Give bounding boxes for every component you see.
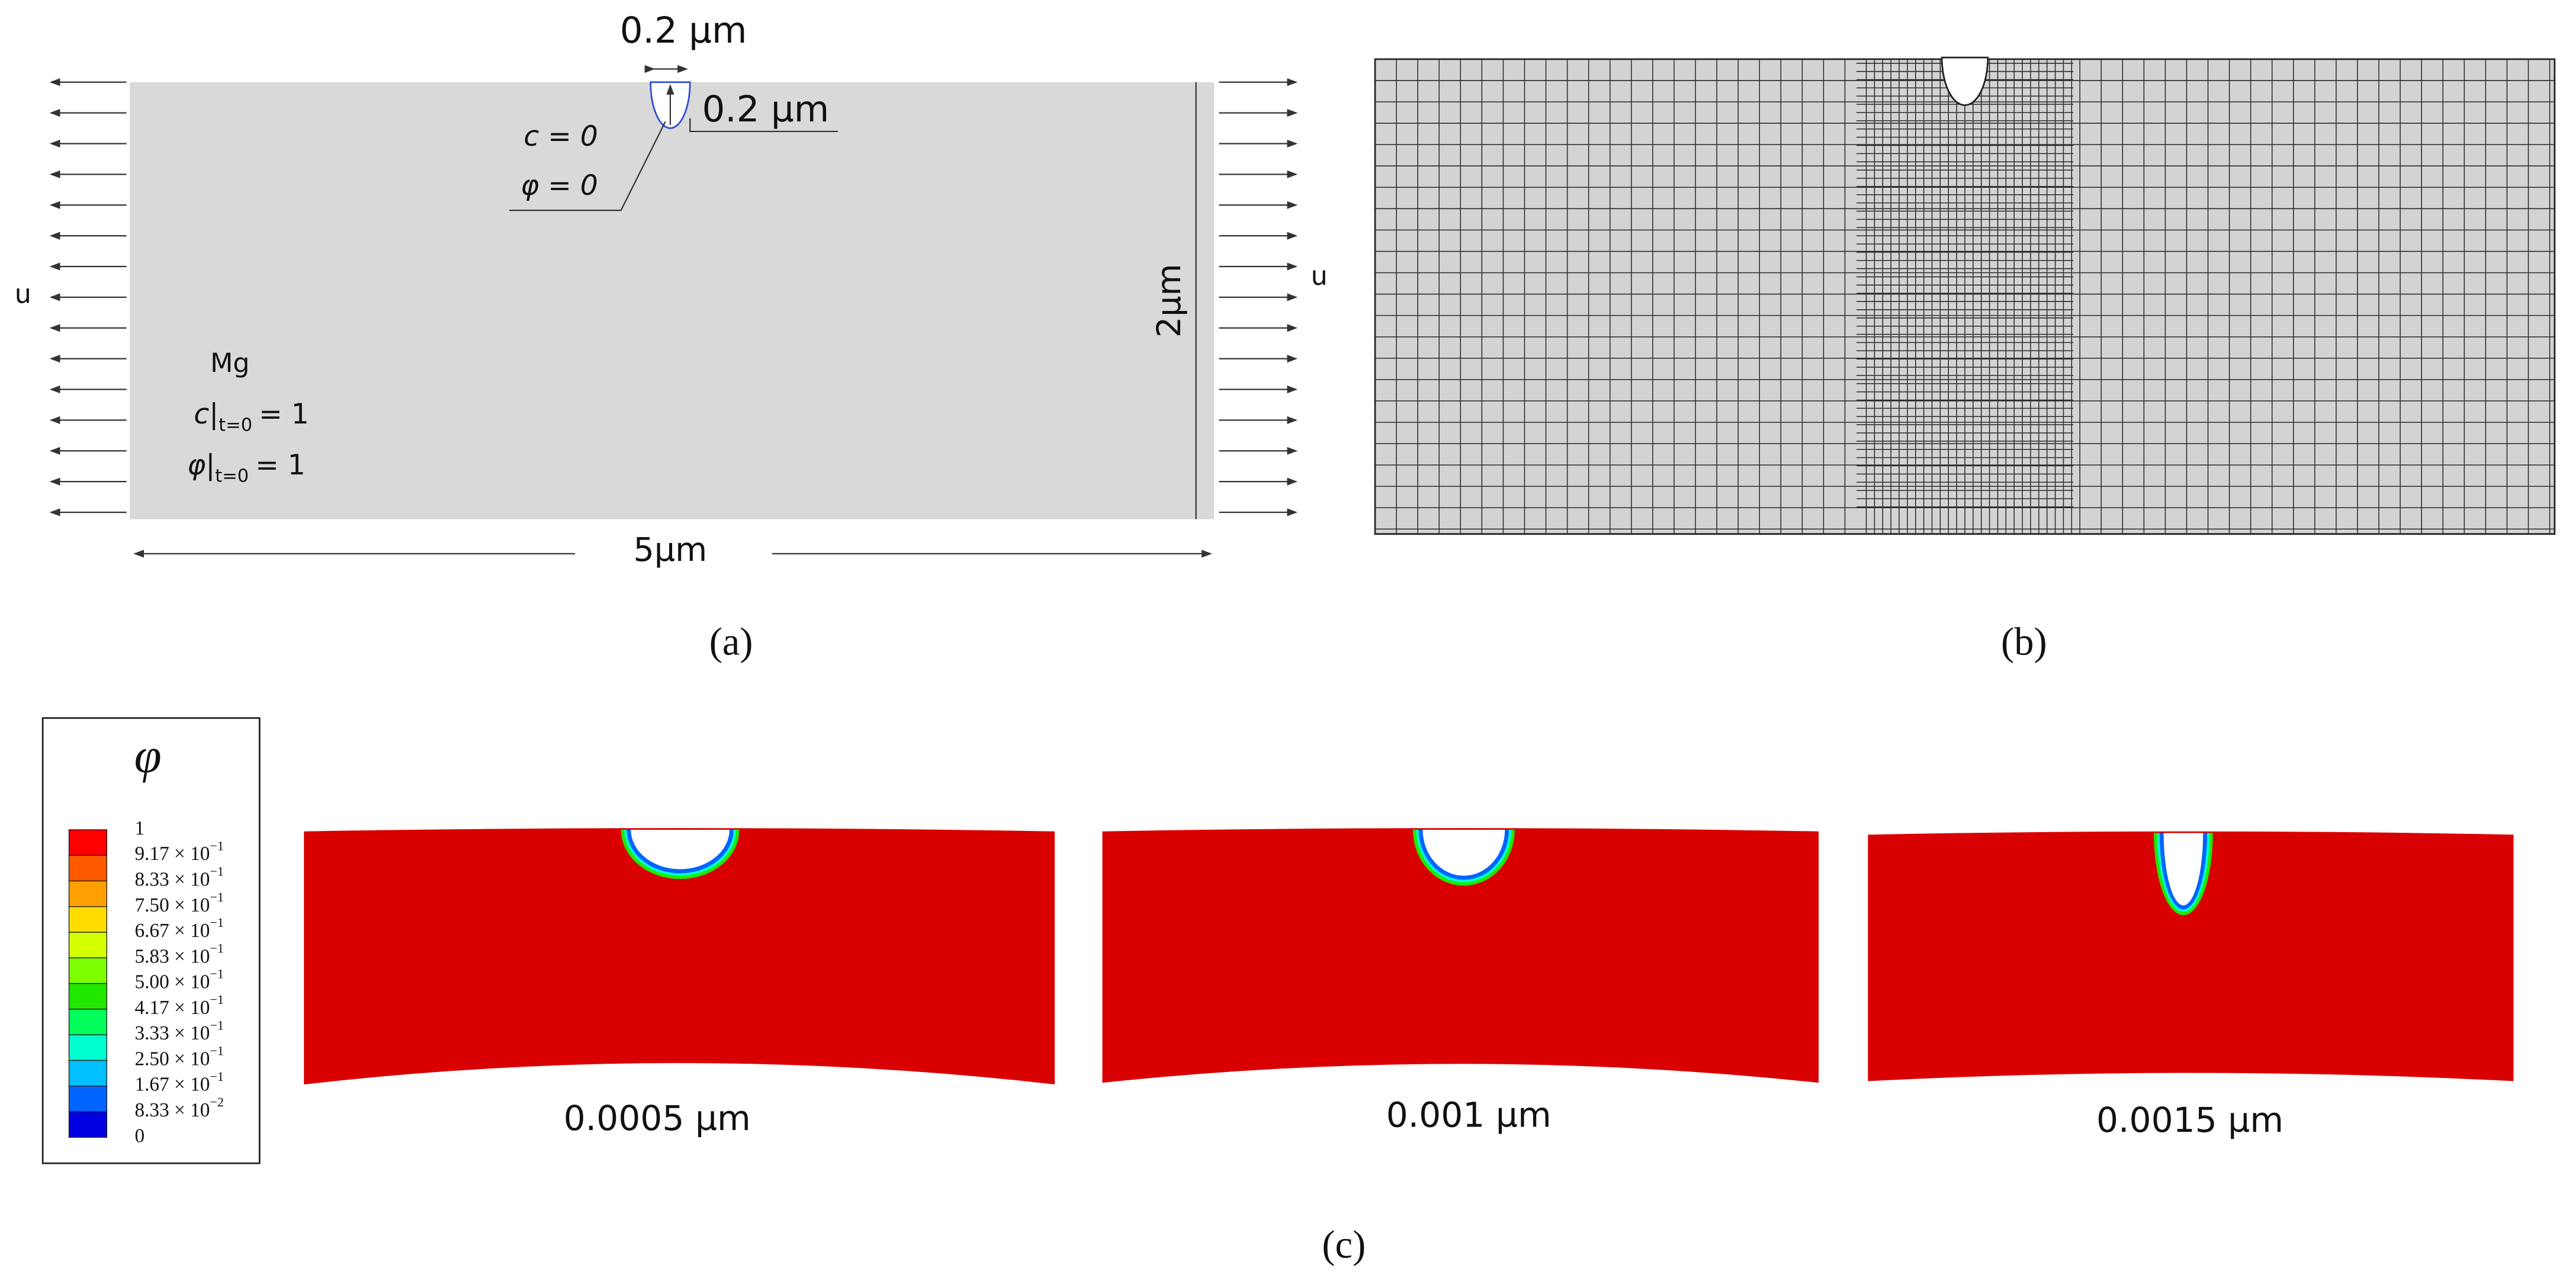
height: 2µm [1151, 264, 1189, 338]
label-base: 1.67 × 10 [134, 1073, 210, 1095]
legend-label: 0 [134, 1125, 144, 1147]
leader [689, 118, 838, 133]
rest: = 1 [259, 398, 309, 431]
load-arrows [49, 78, 1298, 516]
legend-swatch [68, 983, 108, 1010]
body [1102, 828, 1819, 1083]
legend-swatch [68, 1034, 108, 1061]
legend-label: 1 [134, 817, 144, 839]
panel-label: (b) [2001, 621, 2047, 664]
bar: | [209, 398, 219, 431]
legend-swatch [68, 906, 108, 933]
notch-width: 0.2 µm [620, 9, 747, 52]
label-exponent: −1 [210, 941, 224, 956]
legend-label: 9.17 × 10−1 [134, 838, 224, 864]
panel-label: (a) [709, 621, 753, 664]
legend-label: 1.67 × 10−1 [134, 1069, 224, 1095]
label-base: 8.33 × 10 [134, 1099, 210, 1121]
legend: 19.17 × 10−18.33 × 10−17.50 × 10−16.67 ×… [68, 817, 224, 1147]
label-exponent: −1 [210, 1069, 224, 1084]
label-exponent: −1 [210, 915, 224, 930]
panel-c: φ 19.17 × 10−18.33 × 10−17.50 × 10−16.67… [41, 717, 2514, 1267]
condition: φ = 0 [521, 169, 598, 202]
legend-label: 8.33 × 10−1 [134, 864, 224, 890]
condition: c = 0 [523, 120, 598, 153]
subscript: t=0 [219, 415, 252, 435]
legend-swatch [68, 1060, 108, 1087]
symbol: c [194, 398, 209, 431]
label-base: 8.33 × 10 [134, 868, 210, 890]
body [1868, 831, 2514, 1081]
label-exponent: −1 [210, 967, 224, 981]
notch [1941, 56, 1989, 106]
label-exponent: −1 [210, 890, 224, 904]
body [304, 828, 1055, 1084]
legend-swatch [68, 932, 108, 959]
label-base: 1 [134, 817, 144, 839]
label-base: 2.50 × 10 [134, 1048, 210, 1070]
initial-condition: c|t=0 = 1 [194, 398, 309, 435]
panel-label: (c) [1322, 1224, 1366, 1267]
rest: = 1 [255, 449, 306, 482]
domain [130, 82, 1215, 519]
leader [509, 121, 666, 211]
snapshot-label: 0.0015 µm [2096, 1100, 2283, 1140]
label-base: 4.17 × 10 [134, 997, 210, 1019]
label-exponent: −1 [210, 838, 224, 853]
notch-layer [631, 829, 730, 869]
label-base: 7.50 × 10 [134, 894, 210, 916]
label-exponent: −2 [210, 1095, 224, 1109]
label-base: 6.67 × 10 [134, 920, 210, 942]
legend-label: 7.50 × 10−1 [134, 890, 224, 916]
load-label: u [1311, 261, 1328, 291]
snapshot-label: 0.001 µm [1386, 1095, 1552, 1135]
legend-swatch [68, 1009, 108, 1035]
initial-condition: φ|t=0 = 1 [187, 449, 306, 486]
snapshot-label: 0.0005 µm [564, 1098, 751, 1138]
width: 5µm [634, 531, 708, 569]
legend-label: 3.33 × 10−1 [134, 1018, 224, 1044]
notch-layer [2163, 833, 2204, 906]
label-base: 5.00 × 10 [134, 971, 210, 993]
legend-label: 2.50 × 10−1 [134, 1044, 224, 1070]
label-base: 0 [134, 1125, 144, 1147]
legend-swatch [68, 880, 108, 907]
bar: | [205, 449, 215, 482]
label-exponent: −1 [210, 1044, 224, 1058]
legend-label: 8.33 × 10−2 [134, 1095, 224, 1121]
label-exponent: −1 [210, 992, 224, 1007]
legend-swatch [68, 855, 108, 882]
legend-label: 6.67 × 10−1 [134, 915, 224, 941]
label-base: 3.33 × 10 [134, 1022, 210, 1044]
label-base: 5.83 × 10 [134, 945, 210, 967]
legend-swatch [68, 957, 108, 984]
notch-layer [1422, 829, 1505, 876]
legend-title: φ [134, 729, 162, 784]
panel-b: (b) [1374, 56, 2556, 664]
label-exponent: −1 [210, 1018, 224, 1032]
subscript: t=0 [215, 466, 249, 486]
label-base: 9.17 × 10 [134, 843, 210, 865]
snapshots [304, 828, 2514, 1084]
symbol: φ [187, 449, 205, 482]
notch-depth: 0.2 µm [702, 88, 829, 130]
legend-label: 5.83 × 10−1 [134, 941, 224, 967]
panel-a: 0.2 µm 0.2 µm c = 0 φ = 0 u u 2µm 5µm Mg… [15, 9, 1328, 663]
material: Mg [210, 348, 249, 378]
legend-swatch [68, 1086, 108, 1112]
legend-swatch [68, 1111, 108, 1138]
load-label: u [15, 279, 31, 309]
legend-label: 4.17 × 10−1 [134, 992, 224, 1018]
legend-swatch [68, 829, 108, 856]
legend-label: 5.00 × 10−1 [134, 967, 224, 993]
label-exponent: −1 [210, 864, 224, 879]
